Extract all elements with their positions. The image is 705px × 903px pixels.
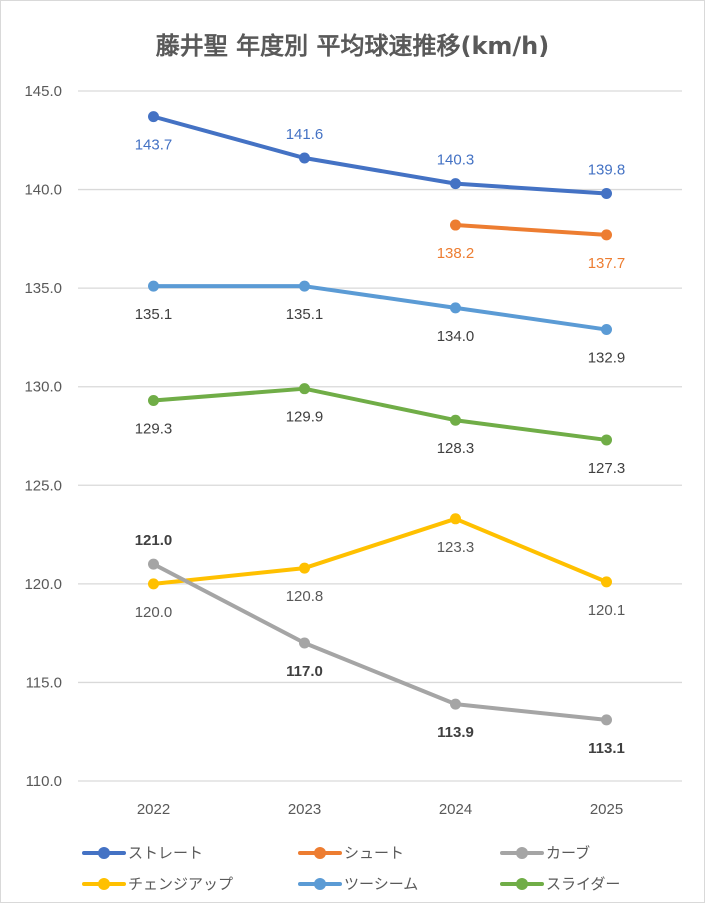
chart-title: 藤井聖 年度別 平均球速推移(km/h) xyxy=(155,32,550,60)
data-point xyxy=(450,698,461,710)
data-point xyxy=(601,576,612,588)
data-label: 128.3 xyxy=(437,440,475,457)
data-point xyxy=(601,324,612,336)
data-label: 121.0 xyxy=(135,532,173,549)
data-point xyxy=(299,637,310,649)
y-tick-label: 115.0 xyxy=(26,674,62,691)
data-point xyxy=(148,111,159,123)
legend-marker-icon xyxy=(82,845,126,861)
data-point xyxy=(450,219,461,231)
y-tick-label: 110.0 xyxy=(26,773,62,790)
data-point xyxy=(299,280,310,292)
series-line-1 xyxy=(453,223,609,237)
data-label: 129.9 xyxy=(286,409,324,426)
series-line-2 xyxy=(151,562,609,722)
legend-marker-icon xyxy=(82,876,126,892)
y-tick-label: 145.0 xyxy=(24,83,62,100)
data-label: 143.7 xyxy=(135,137,173,154)
y-tick-label: 120.0 xyxy=(24,576,62,593)
data-label: 137.7 xyxy=(588,255,626,272)
legend-label: ストレート xyxy=(128,844,204,862)
data-label: 140.3 xyxy=(437,152,475,169)
y-tick-label: 140.0 xyxy=(24,182,62,199)
legend-item[interactable]: ストレート xyxy=(82,842,203,863)
data-point xyxy=(450,302,461,314)
data-label: 134.0 xyxy=(437,328,475,345)
data-label: 117.0 xyxy=(286,663,323,680)
data-point xyxy=(148,280,159,292)
legend-item[interactable]: カーブ xyxy=(500,842,590,863)
data-point xyxy=(601,434,612,446)
legend-item[interactable]: ツーシーム xyxy=(298,873,418,894)
legend-label: ツーシーム xyxy=(344,875,419,893)
x-tick-label: 2022 xyxy=(137,801,170,818)
data-label: 139.8 xyxy=(588,162,626,179)
y-tick-label: 130.0 xyxy=(24,379,62,396)
x-tick-label: 2025 xyxy=(590,801,623,818)
data-point xyxy=(450,414,461,426)
data-point xyxy=(299,383,310,395)
data-point xyxy=(601,714,612,726)
data-label: 120.8 xyxy=(286,588,324,605)
data-label: 113.1 xyxy=(588,740,625,757)
legend-item[interactable]: シュート xyxy=(298,842,404,863)
legend-marker-icon xyxy=(298,845,342,861)
data-label: 141.6 xyxy=(286,126,324,143)
legend-label: カーブ xyxy=(546,844,591,862)
data-label: 120.0 xyxy=(135,604,173,621)
data-label: 129.3 xyxy=(135,421,173,438)
x-tick-label: 2023 xyxy=(288,801,321,818)
data-label: 135.1 xyxy=(286,306,324,323)
series-line-0 xyxy=(151,114,609,196)
data-point xyxy=(148,558,159,570)
x-tick-label: 2024 xyxy=(439,801,472,818)
data-label: 135.1 xyxy=(135,306,173,323)
data-label: 120.1 xyxy=(588,602,626,619)
legend-label: スライダー xyxy=(546,875,621,893)
data-point xyxy=(299,562,310,574)
legend-item[interactable]: スライダー xyxy=(500,873,620,894)
data-label: 132.9 xyxy=(588,350,626,367)
data-point xyxy=(299,152,310,164)
data-point xyxy=(450,178,461,190)
series-line-3 xyxy=(151,516,609,586)
legend-label: シュート xyxy=(344,844,405,862)
series-line-5 xyxy=(151,386,609,442)
data-point xyxy=(601,229,612,241)
data-point xyxy=(601,188,612,200)
legend-marker-icon xyxy=(500,845,544,861)
legend-marker-icon xyxy=(298,876,342,892)
legend-item[interactable]: チェンジアップ xyxy=(82,873,233,894)
series-line-4 xyxy=(151,284,609,332)
data-point xyxy=(450,513,461,525)
data-label: 113.9 xyxy=(437,724,474,741)
legend-label: チェンジアップ xyxy=(128,875,234,893)
data-label: 138.2 xyxy=(437,245,475,262)
data-label: 123.3 xyxy=(437,539,475,556)
data-point xyxy=(148,395,159,407)
legend-marker-icon xyxy=(500,876,544,892)
y-tick-label: 135.0 xyxy=(24,280,62,297)
data-point xyxy=(148,578,159,590)
y-tick-label: 125.0 xyxy=(24,477,62,494)
data-label: 127.3 xyxy=(588,460,626,477)
